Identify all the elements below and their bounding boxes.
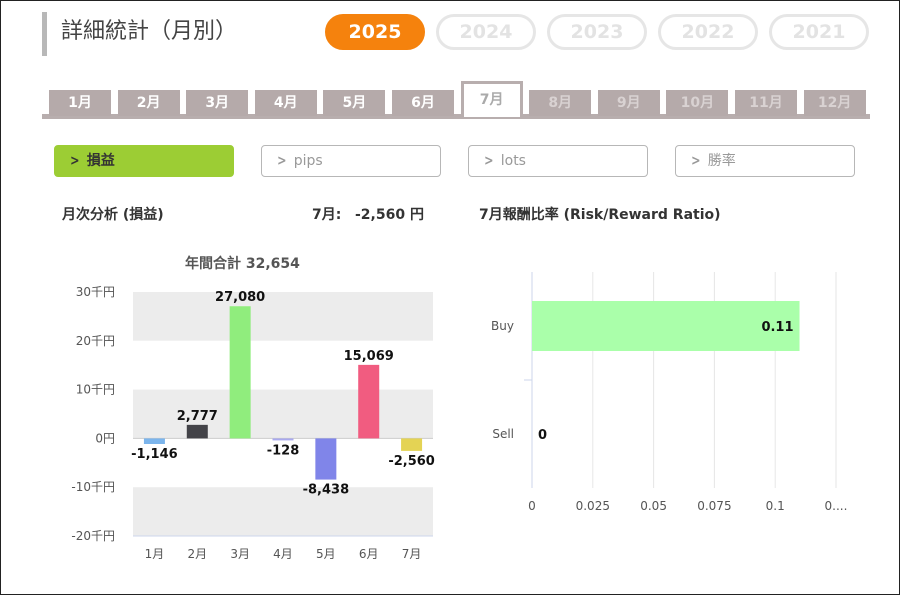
bar-4月 [272, 438, 294, 441]
data-label: -8,438 [303, 483, 350, 498]
metric-button-pips[interactable]: > pips [261, 145, 441, 177]
bar-7月 [401, 438, 423, 451]
rr-ratio-chart: Buy 0.11 Sell 0 0 0.025 0.05 0.075 0.1 0.... [491, 272, 848, 513]
data-label: 15,069 [344, 349, 394, 364]
plot-band [133, 438, 433, 488]
data-label: 27,080 [215, 290, 265, 305]
y-tick-label: -10千円 [71, 480, 115, 494]
x-tick-label: 7月 [402, 547, 422, 561]
current-month-value: -2,560 円 [355, 207, 424, 223]
rr-ratio-heading: 7月報酬比率 (Risk/Reward Ratio) [479, 207, 721, 223]
bar-6月 [358, 364, 380, 439]
year-button-2025[interactable]: 2025 [325, 14, 425, 50]
data-label: -2,560 [388, 454, 435, 469]
tab-month-1[interactable]: 1月 [49, 90, 111, 116]
y-tick-label: Sell [492, 427, 514, 441]
x-tick-label: 0.075 [697, 499, 731, 513]
x-tick-label: 0.025 [576, 499, 610, 513]
tab-month-2[interactable]: 2月 [117, 90, 180, 116]
monthly-pl-chart: 30千円 20千円 10千円 0円 -10千円 -20千円 -1,146 1月 2,777 2月 2… [71, 285, 435, 561]
bar-Buy [532, 301, 800, 351]
tab-month-3[interactable]: 3月 [186, 90, 249, 116]
chevron-right-icon: > [70, 153, 80, 169]
chevron-right-icon: > [277, 153, 287, 169]
plot-band [133, 389, 433, 439]
data-label: 0 [538, 428, 547, 443]
metric-button-profit-loss[interactable]: > 損益 [54, 145, 234, 177]
x-tick-label: 4月 [273, 547, 293, 561]
year-button-2022[interactable]: 2022 [658, 14, 758, 50]
data-label: 2,777 [177, 409, 218, 424]
metric-button-win-rate[interactable]: > 勝率 [675, 145, 855, 177]
year-button-2024[interactable]: 2024 [436, 14, 536, 50]
month-tabs: 1月 2月 3月 4月 5月 6月 7月 8月 9月 10月 11月 12月 [42, 81, 870, 120]
metric-label: lots [500, 153, 526, 169]
y-tick-label: 30千円 [76, 285, 115, 299]
x-tick-label: 0 [528, 499, 536, 513]
bar-5月 [315, 438, 337, 480]
tab-month-11[interactable]: 11月 [735, 90, 797, 116]
x-tick-label: 6月 [359, 547, 379, 561]
year-button-2023[interactable]: 2023 [547, 14, 647, 50]
tab-month-4[interactable]: 4月 [254, 90, 317, 116]
monthly-analysis-heading: 月次分析 (損益) [62, 207, 164, 223]
metric-label: 勝率 [707, 153, 736, 169]
tab-month-9[interactable]: 9月 [597, 90, 660, 116]
x-tick-label: 0.... [825, 499, 848, 513]
bar-3月 [229, 306, 251, 439]
y-tick-label: 20千円 [76, 334, 115, 348]
x-tick-label: 1月 [145, 547, 165, 561]
bar-2月 [186, 424, 208, 439]
tab-month-5[interactable]: 5月 [323, 90, 386, 116]
plot-band [133, 340, 433, 390]
y-tick-label: -20千円 [71, 529, 115, 543]
tab-month-8[interactable]: 8月 [529, 90, 592, 116]
page-title: 詳細統計（月別） [42, 12, 237, 56]
plot-band [133, 292, 433, 341]
metric-label: pips [293, 153, 323, 169]
tab-month-7[interactable]: 7月 [460, 81, 523, 117]
y-tick-label: 10千円 [76, 383, 115, 397]
current-month-label: 7月: [312, 207, 342, 223]
data-label: 0.11 [761, 320, 793, 335]
x-tick-label: 0.1 [766, 499, 785, 513]
annual-total-label: 年間合計 32,654 [185, 256, 300, 272]
month-tabs-baseline [42, 114, 870, 119]
plot-band [133, 487, 433, 536]
tab-month-6[interactable]: 6月 [392, 90, 454, 116]
tab-month-10[interactable]: 10月 [666, 90, 729, 116]
y-tick-label: Buy [491, 319, 514, 333]
year-button-2021[interactable]: 2021 [769, 14, 869, 50]
tab-month-12[interactable]: 12月 [803, 90, 866, 116]
x-tick-label: 2月 [187, 547, 207, 561]
x-tick-label: 0.05 [640, 499, 667, 513]
data-label: -128 [267, 443, 300, 458]
chevron-right-icon: > [691, 153, 701, 169]
x-tick-label: 5月 [316, 547, 336, 561]
data-label: -1,146 [131, 447, 178, 462]
metric-label: 損益 [86, 153, 115, 169]
chevron-right-icon: > [484, 153, 494, 169]
bar-1月 [143, 438, 165, 444]
metric-button-lots[interactable]: > lots [468, 145, 648, 177]
x-tick-label: 3月 [230, 547, 250, 561]
y-tick-label: 0円 [95, 431, 115, 445]
